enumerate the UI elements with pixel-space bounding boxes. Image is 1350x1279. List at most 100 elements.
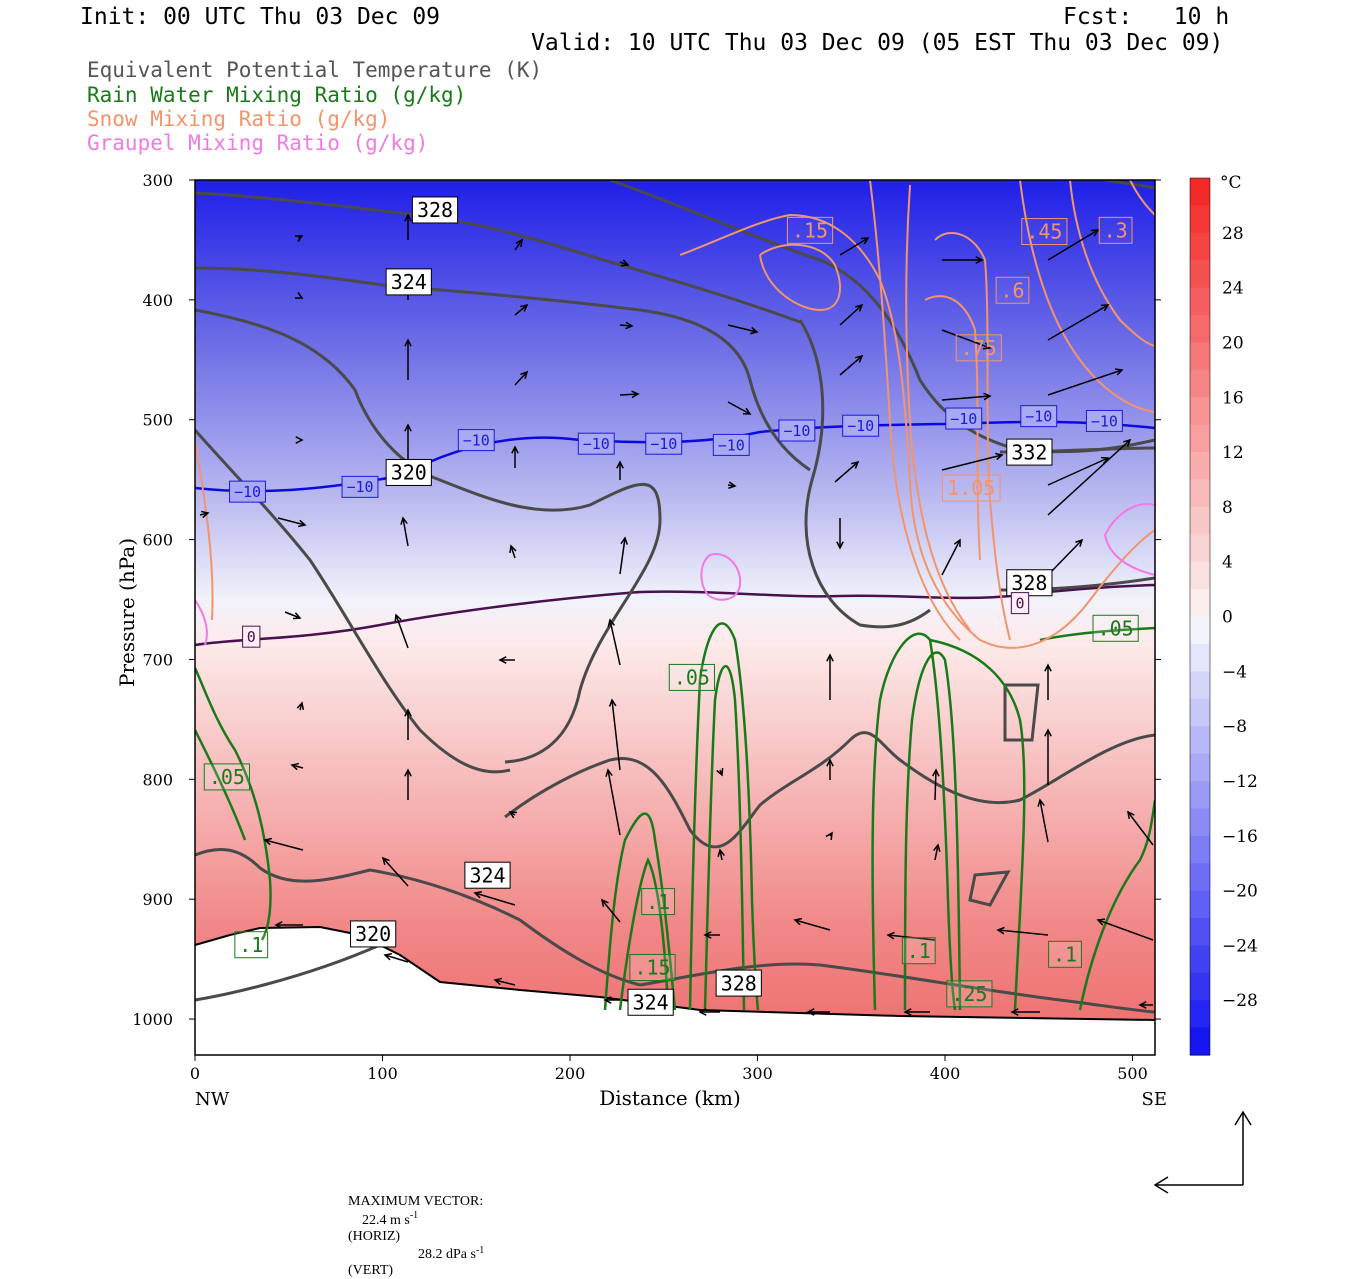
rain-label: .05 — [1092, 614, 1139, 642]
rain-label: .15 — [629, 954, 676, 981]
wind-vector-head — [298, 519, 307, 528]
rain-contour — [688, 622, 760, 1011]
wind-vector-head — [1096, 918, 1106, 926]
wind-vector — [498, 656, 515, 664]
colorbar-tick-label: −24 — [1222, 936, 1258, 956]
wind-vector — [383, 953, 409, 963]
theta-e-contour — [968, 870, 1011, 907]
wind-vector-shaft — [997, 929, 1049, 936]
colorbar-segment — [1190, 260, 1210, 289]
theta-e-label-text: 328 — [1011, 571, 1047, 595]
wind-vector-shaft — [839, 355, 863, 376]
wind-vector-shaft — [619, 537, 626, 575]
theta-e-label-box — [350, 920, 397, 948]
isotherm-label: −10 — [712, 433, 750, 456]
isotherm-label-text: −10 — [718, 436, 745, 454]
wind-vector — [834, 460, 860, 483]
wind-vector-shaft — [719, 849, 723, 861]
wind-vector-head — [607, 618, 616, 627]
wind-vector — [942, 256, 984, 264]
wind-vector — [698, 1008, 720, 1016]
wind-vector-shaft — [277, 517, 306, 526]
wind-vector — [514, 370, 529, 386]
isotherm-label-text: −10 — [583, 435, 610, 453]
colorbar-tick-label: 0 — [1222, 608, 1233, 628]
legend-snow: Snow Mixing Ratio (g/kg) — [87, 107, 391, 131]
wind-vector-shaft — [264, 839, 304, 851]
wind-vector-head — [1037, 798, 1045, 807]
wind-vector-shaft — [1047, 369, 1123, 396]
wind-vector — [1047, 368, 1124, 396]
wind-vector-head — [1010, 1008, 1019, 1016]
wind-vector-head — [600, 898, 609, 907]
wind-vector-shaft — [611, 699, 621, 771]
isotherm-label-box — [778, 419, 816, 442]
wind-vector-head — [394, 613, 402, 623]
wind-vector-head — [381, 856, 390, 865]
wind-vector-head — [294, 235, 304, 243]
wind-vector — [836, 518, 844, 550]
theta-e-label-text: 328 — [417, 198, 453, 222]
isotherm-label: −10 — [945, 407, 983, 430]
wind-vector — [1047, 438, 1132, 516]
wind-vector-head — [493, 977, 502, 986]
wind-vector-head — [473, 891, 483, 899]
wind-vector-head — [996, 926, 1005, 935]
wind-vector — [404, 423, 412, 460]
wind-vector-head — [511, 445, 519, 454]
wind-vector-head — [520, 370, 529, 379]
reference-vector-horiz-head — [1153, 1176, 1169, 1194]
wind-vector-head — [292, 612, 302, 620]
wind-vector-shaft — [1097, 919, 1154, 941]
snow-contour — [1069, 180, 1155, 347]
wind-vector — [295, 436, 304, 444]
wind-vector — [727, 481, 737, 489]
wind-vector-shaft — [474, 892, 516, 906]
colorbar-segment — [1190, 479, 1210, 508]
snow-label: 1.05 — [941, 474, 1001, 502]
isotherm-label-text: −10 — [463, 432, 490, 450]
y-tick-label: 500 — [142, 411, 173, 430]
rain-label: .1 — [1048, 940, 1082, 968]
wind-vector-shaft — [941, 395, 991, 401]
wind-vector — [716, 767, 724, 777]
y-tick-label: 300 — [142, 171, 173, 190]
snow-label-box — [1021, 218, 1068, 246]
rain-contour — [603, 812, 677, 1011]
rain-contour — [195, 729, 247, 841]
vert-max: 28.2 dPa s — [418, 1247, 476, 1263]
rain-contour — [703, 664, 746, 1011]
theta-e-label-box — [411, 196, 459, 224]
colorbar-segment — [1190, 1000, 1210, 1029]
wind-vector — [404, 768, 412, 800]
colorbar-tick-label: −12 — [1222, 772, 1258, 792]
theta-e-contour — [504, 731, 1155, 849]
wind-vector-shaft — [1127, 811, 1154, 846]
y-tick-label: 1000 — [132, 1010, 173, 1029]
wind-vector-shaft — [284, 611, 301, 619]
theta-e-contour — [798, 319, 931, 629]
wind-vector — [603, 996, 620, 1004]
rain-label-box — [629, 954, 676, 981]
wind-vector — [941, 329, 992, 350]
wind-vector-shaft — [941, 329, 991, 349]
rain-contour — [1039, 626, 1155, 642]
colorbar-segment — [1190, 342, 1210, 371]
wind-vector — [508, 811, 518, 819]
wind-vector-shaft — [514, 304, 528, 316]
theta-e-label: 324 — [385, 268, 432, 296]
wind-vector — [400, 516, 409, 547]
wind-vector-head — [728, 481, 737, 489]
colorbar-tick-label: 24 — [1222, 279, 1244, 299]
wind-vector — [826, 758, 834, 780]
horiz-unit: (HORIZ) — [348, 1228, 401, 1244]
theta-e-label: 328 — [411, 196, 459, 224]
wind-vector-head — [263, 837, 272, 846]
wind-vector — [394, 613, 409, 649]
wind-vector — [1047, 538, 1084, 576]
wind-vector — [1044, 728, 1052, 785]
colorbar-tick-label: −20 — [1222, 882, 1258, 902]
isotherm-label: −10 — [1085, 409, 1123, 432]
snow-contour — [759, 243, 841, 312]
wind-vector-head — [742, 407, 752, 415]
